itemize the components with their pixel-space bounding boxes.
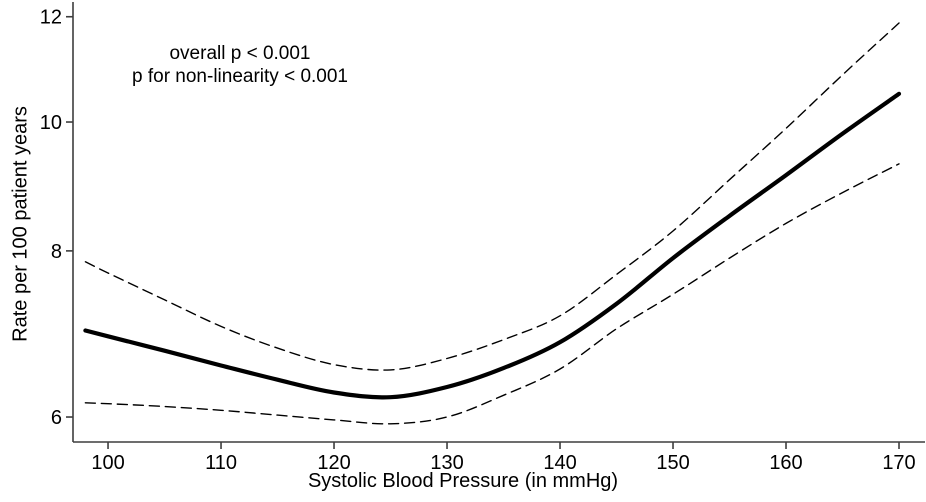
y-tick-label: 10 <box>40 112 62 134</box>
y-tick-label: 12 <box>40 7 62 29</box>
overall-p-text: overall p < 0.001 <box>169 43 311 64</box>
x-tick-label: 150 <box>656 452 689 474</box>
x-tick-label: 140 <box>543 452 576 474</box>
nonlinearity-p-text: p for non-linearity < 0.001 <box>132 66 348 87</box>
p-value-annotation: overall p < 0.001 p for non-linearity < … <box>90 42 390 88</box>
x-tick-label: 170 <box>882 452 915 474</box>
y-tick-label: 8 <box>51 241 62 263</box>
upper-95-ci-line <box>84 22 900 371</box>
x-axis-title: Systolic Blood Pressure (in mmHg) <box>307 470 619 492</box>
x-tick-label: 120 <box>317 452 350 474</box>
x-tick-label: 110 <box>205 452 237 474</box>
y-tick-label: 6 <box>51 407 62 429</box>
x-tick-label: 160 <box>769 452 802 474</box>
y-axis-title: Rate per 100 patient years <box>9 106 32 342</box>
x-tick-label: 130 <box>430 452 463 474</box>
estimated-rate-line <box>83 91 902 400</box>
lower-95-ci-line <box>84 163 900 425</box>
x-tick-label: 100 <box>91 452 124 474</box>
